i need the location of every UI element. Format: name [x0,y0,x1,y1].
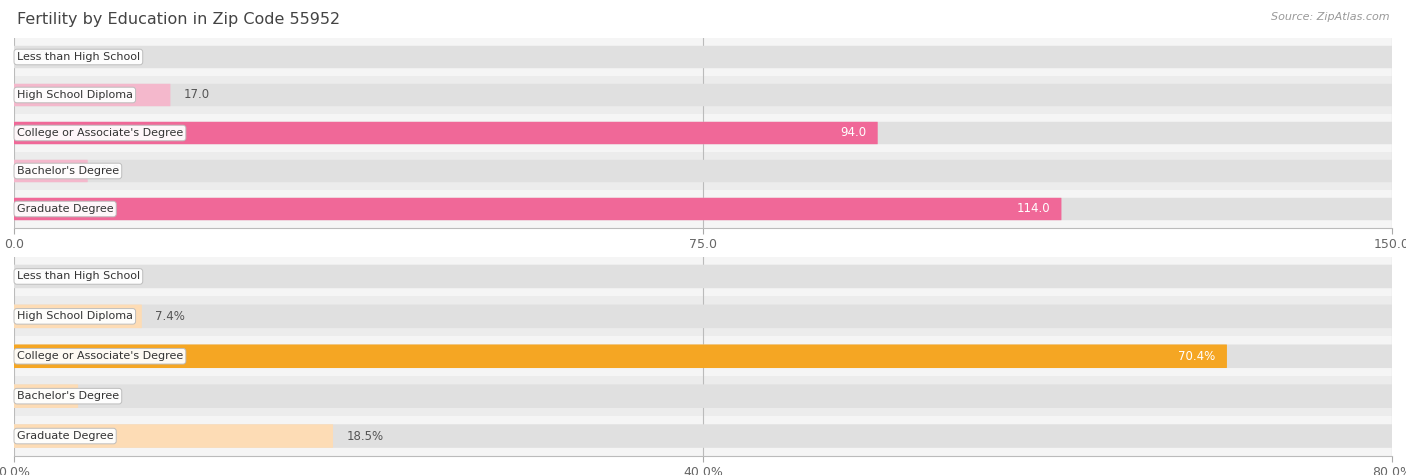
Text: 17.0: 17.0 [184,88,209,102]
FancyBboxPatch shape [14,160,1392,182]
FancyBboxPatch shape [14,384,1392,408]
Text: High School Diploma: High School Diploma [17,90,132,100]
FancyBboxPatch shape [14,46,1392,68]
Text: Graduate Degree: Graduate Degree [17,204,114,214]
Bar [14,296,1392,336]
FancyBboxPatch shape [14,304,1392,328]
Bar [14,190,1392,228]
Text: 8.0: 8.0 [101,164,120,178]
FancyBboxPatch shape [14,122,1392,144]
FancyBboxPatch shape [14,265,1392,288]
Bar [14,76,1392,114]
FancyBboxPatch shape [14,198,1062,220]
Text: Bachelor's Degree: Bachelor's Degree [17,391,120,401]
Text: High School Diploma: High School Diploma [17,311,132,322]
Text: 114.0: 114.0 [1017,202,1050,216]
Text: Less than High School: Less than High School [17,52,141,62]
Bar [14,152,1392,190]
FancyBboxPatch shape [14,424,333,448]
Text: College or Associate's Degree: College or Associate's Degree [17,128,183,138]
Bar [14,38,1392,76]
Text: 0.0%: 0.0% [28,270,58,283]
Text: 18.5%: 18.5% [346,429,384,443]
FancyBboxPatch shape [14,84,170,106]
FancyBboxPatch shape [14,160,87,182]
Text: Source: ZipAtlas.com: Source: ZipAtlas.com [1271,12,1389,22]
FancyBboxPatch shape [14,84,1392,106]
Bar [14,256,1392,296]
FancyBboxPatch shape [14,198,1392,220]
FancyBboxPatch shape [14,424,1392,448]
Text: Graduate Degree: Graduate Degree [17,431,114,441]
Text: Bachelor's Degree: Bachelor's Degree [17,166,120,176]
Bar [14,376,1392,416]
Text: 70.4%: 70.4% [1178,350,1216,363]
Text: 7.4%: 7.4% [155,310,186,323]
Text: 94.0: 94.0 [841,126,866,140]
Bar [14,336,1392,376]
FancyBboxPatch shape [14,344,1227,368]
FancyBboxPatch shape [14,304,142,328]
Bar [14,114,1392,152]
FancyBboxPatch shape [14,384,79,408]
FancyBboxPatch shape [14,344,1392,368]
Text: College or Associate's Degree: College or Associate's Degree [17,351,183,361]
Text: Less than High School: Less than High School [17,271,141,282]
Text: Fertility by Education in Zip Code 55952: Fertility by Education in Zip Code 55952 [17,12,340,27]
Text: 3.7%: 3.7% [91,390,121,403]
FancyBboxPatch shape [14,122,877,144]
Bar [14,416,1392,456]
Text: 0.0: 0.0 [28,50,46,64]
